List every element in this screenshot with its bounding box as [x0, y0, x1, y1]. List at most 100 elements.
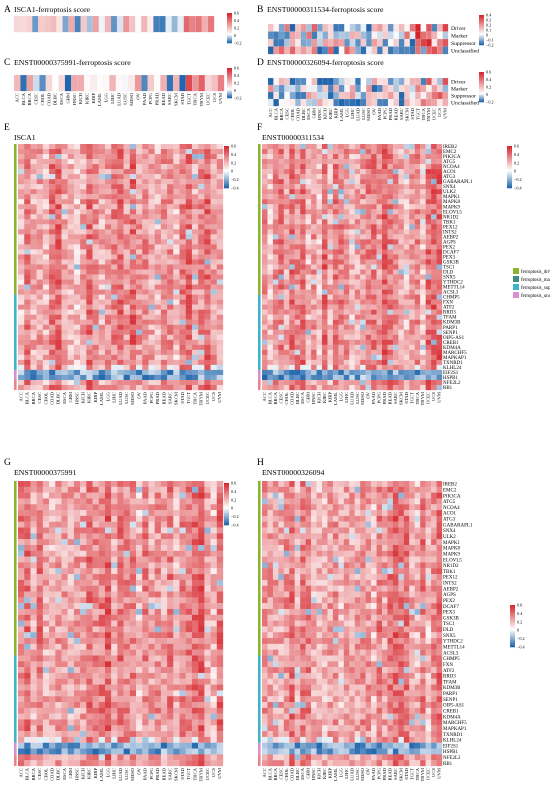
heatmap-cell [117, 632, 124, 639]
colorbar-segment [224, 153, 229, 155]
heatmap-cell [49, 591, 56, 598]
heatmap-cell [173, 574, 180, 581]
heatmap-cell [404, 31, 411, 40]
heatmap-cell [154, 632, 162, 639]
heatmap-cell [61, 234, 68, 240]
heatmap-cell [136, 354, 143, 361]
colorbar-segment [227, 96, 232, 98]
heatmap-cell [104, 189, 112, 195]
heatmap-cell [354, 149, 361, 155]
gene-label: GSK3B [443, 260, 460, 265]
colorbar-tick-label: −0.1 [486, 38, 494, 43]
heatmap-cell [18, 294, 25, 300]
heatmap-cell [136, 574, 143, 581]
heatmap-cell [425, 314, 432, 320]
heatmap-cell [179, 579, 186, 586]
heatmap-cell [191, 515, 199, 522]
heatmap-cell [204, 174, 211, 180]
heatmap-cell [216, 614, 224, 621]
heatmap-cell [414, 209, 421, 215]
colorbar-segment [479, 84, 484, 86]
heatmap-cell [354, 154, 361, 160]
heatmap-cell [55, 579, 62, 586]
gene-label: DCAF7 [443, 250, 459, 255]
heatmap-cell [354, 289, 361, 295]
colorbar-segment [227, 86, 232, 88]
heatmap-cell [398, 84, 405, 93]
heatmap-cell [104, 144, 112, 150]
heatmap-cell [55, 515, 62, 522]
heatmap-cell [36, 214, 43, 220]
heatmap-cell [272, 379, 279, 386]
heatmap-cell [365, 184, 372, 190]
heatmap-cell [300, 259, 306, 265]
heatmap-cell [371, 179, 377, 185]
heatmap-cell [425, 224, 432, 230]
heatmap-cell [55, 309, 62, 315]
heatmap-cell [173, 314, 180, 320]
colorbar-segment [224, 168, 229, 170]
heatmap-cell [204, 309, 211, 315]
heatmap-cell [398, 224, 404, 230]
heatmap-cell [311, 269, 317, 275]
heatmap-cell [24, 359, 31, 366]
colorbar-segment [227, 71, 232, 73]
heatmap-cell [283, 184, 290, 190]
colorbar-segment [507, 186, 512, 189]
heatmap-cell [392, 199, 399, 205]
heatmap-cell [210, 239, 217, 245]
heatmap-cell [371, 209, 377, 215]
heatmap-cell [300, 334, 306, 340]
heatmap-cell [338, 23, 345, 32]
heatmap-cell [173, 568, 180, 575]
heatmap-cell [198, 184, 205, 190]
legend-swatch [513, 284, 519, 290]
heatmap-cell [305, 174, 312, 180]
heatmap-cell [167, 159, 174, 165]
heatmap-cell [191, 521, 199, 528]
heatmap-cell [360, 349, 366, 356]
heatmap-cell [317, 38, 323, 47]
heatmap-cell [136, 149, 143, 155]
heatmap-cell [354, 189, 361, 195]
colorbar-segment [479, 25, 484, 27]
heatmap-cell [311, 339, 317, 345]
heatmap-cell [327, 174, 334, 180]
heatmap-cell [311, 46, 318, 55]
heatmap-cell [294, 234, 301, 240]
heatmap-cell [354, 219, 361, 225]
heatmap-cell [185, 568, 193, 575]
heatmap-cell [142, 384, 149, 391]
heatmap-cell [104, 164, 112, 170]
heatmap-cell [111, 638, 118, 645]
heatmap-cell [167, 504, 174, 511]
heatmap-cell [327, 159, 334, 165]
heatmap-cell [154, 504, 162, 511]
heatmap-cell [409, 144, 415, 150]
heatmap-cell [349, 289, 355, 295]
heatmap-cell [262, 169, 268, 175]
heatmap-cell [30, 244, 37, 250]
heatmap-cell [179, 608, 186, 615]
heatmap-cell [414, 379, 421, 386]
heatmap-cell [343, 284, 350, 290]
heatmap-cell [262, 279, 268, 285]
heatmap-cell [198, 229, 205, 235]
heatmap-cell [179, 481, 186, 487]
heatmap-cell [36, 224, 43, 230]
heatmap-cell [371, 304, 377, 310]
heatmap-cell [154, 533, 162, 540]
heatmap-cell [80, 234, 87, 240]
heatmap-cell [104, 344, 112, 350]
heatmap-cell [316, 379, 323, 386]
heatmap-cell [111, 259, 118, 265]
heatmap-cell [173, 169, 180, 175]
heatmap-cell [111, 179, 118, 185]
heatmap-cell [371, 38, 378, 47]
heatmap-cell [343, 269, 350, 275]
heatmap-cell [98, 304, 106, 310]
heatmap-cell [36, 544, 43, 551]
heatmap-cell [311, 164, 317, 170]
heatmap-cell [278, 164, 284, 170]
heatmap-cell [80, 314, 87, 320]
